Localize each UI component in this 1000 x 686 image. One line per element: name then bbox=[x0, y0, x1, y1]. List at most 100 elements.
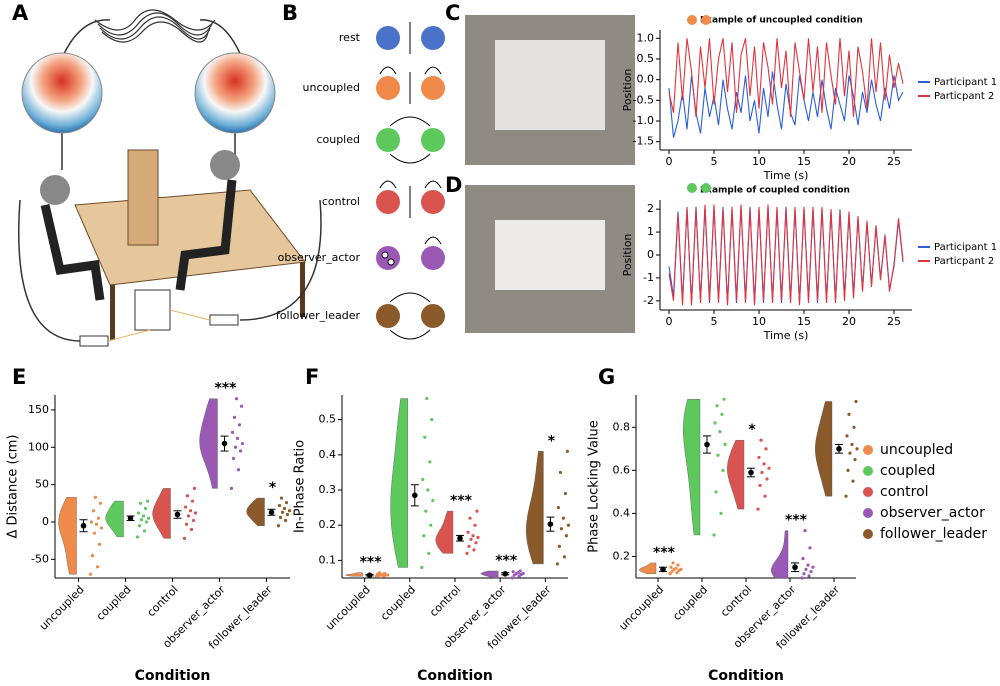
violin bbox=[345, 572, 363, 577]
point bbox=[429, 523, 433, 527]
point bbox=[764, 447, 768, 451]
point bbox=[239, 404, 244, 408]
y-tick-label: 0.6 bbox=[613, 463, 631, 476]
point bbox=[91, 509, 96, 513]
icon bbox=[701, 183, 711, 193]
point bbox=[808, 546, 812, 550]
legend-label: Particpant 2 bbox=[934, 256, 994, 267]
y-tick-label: -1.5 bbox=[633, 135, 654, 148]
mean-marker bbox=[268, 509, 275, 516]
point bbox=[98, 501, 103, 505]
mean-marker bbox=[174, 511, 181, 518]
mean-marker bbox=[502, 570, 509, 577]
point bbox=[718, 430, 722, 434]
point bbox=[282, 506, 287, 511]
point bbox=[188, 509, 193, 513]
condition-node bbox=[421, 246, 445, 270]
point bbox=[803, 529, 807, 533]
point bbox=[844, 494, 848, 498]
point bbox=[465, 551, 469, 555]
x-tick-label: uncoupled bbox=[616, 583, 666, 633]
point bbox=[765, 477, 769, 481]
point bbox=[236, 468, 241, 472]
mean-marker bbox=[836, 446, 842, 452]
x-tick-label: 25 bbox=[887, 155, 901, 168]
point bbox=[143, 506, 148, 511]
x-tick-label: coupled bbox=[670, 583, 710, 623]
significance: * bbox=[269, 480, 277, 496]
violin bbox=[727, 439, 745, 510]
condition-node bbox=[421, 190, 445, 214]
violin bbox=[815, 401, 833, 497]
point bbox=[668, 572, 672, 576]
point bbox=[97, 542, 102, 546]
point bbox=[425, 396, 429, 401]
point bbox=[93, 495, 98, 499]
point bbox=[386, 573, 390, 577]
chart-title: Example of coupled condition bbox=[700, 186, 850, 196]
legend-label: Participant 1 bbox=[934, 242, 997, 253]
violin bbox=[480, 570, 499, 579]
point bbox=[559, 527, 564, 531]
point bbox=[287, 509, 292, 513]
significance: * bbox=[548, 433, 556, 449]
point bbox=[713, 421, 717, 425]
point bbox=[427, 551, 431, 555]
point bbox=[96, 516, 101, 520]
point bbox=[146, 516, 151, 520]
point bbox=[283, 518, 288, 523]
point bbox=[759, 438, 763, 442]
y-tick-label: -0.5 bbox=[633, 93, 654, 106]
point bbox=[511, 570, 515, 574]
y-axis-label: Phase Locking Value bbox=[587, 420, 602, 553]
legend-swatch bbox=[863, 529, 873, 539]
legend-label: coupled bbox=[880, 463, 935, 479]
point bbox=[468, 516, 472, 520]
condition-node bbox=[376, 304, 400, 328]
point bbox=[184, 522, 189, 526]
arrow bbox=[389, 329, 431, 340]
mean-marker bbox=[80, 522, 87, 529]
point bbox=[276, 524, 281, 528]
x-tick-label: coupled bbox=[378, 583, 418, 623]
icon bbox=[701, 15, 711, 25]
y-tick-label: 0.4 bbox=[319, 448, 337, 461]
x-tick-label: uncoupled bbox=[37, 583, 87, 633]
point bbox=[562, 555, 567, 559]
mean-marker bbox=[457, 535, 463, 542]
point bbox=[279, 496, 284, 500]
condition-node bbox=[376, 76, 400, 100]
mean-marker bbox=[412, 492, 418, 499]
point bbox=[192, 486, 197, 490]
point bbox=[800, 576, 804, 580]
point bbox=[712, 533, 716, 537]
point bbox=[721, 468, 725, 472]
point bbox=[756, 507, 760, 511]
point bbox=[473, 523, 477, 527]
eye bbox=[381, 251, 389, 259]
arrow bbox=[389, 153, 431, 164]
point bbox=[676, 563, 680, 567]
point bbox=[284, 500, 289, 505]
point bbox=[238, 449, 243, 453]
violin bbox=[683, 399, 701, 536]
legend-label: Participant 1 bbox=[934, 77, 997, 88]
point bbox=[240, 441, 245, 446]
y-tick-label: 0.8 bbox=[613, 420, 631, 433]
point bbox=[232, 415, 237, 420]
y-axis-label: Position bbox=[621, 234, 634, 277]
violin bbox=[525, 451, 544, 565]
point bbox=[138, 501, 143, 505]
point bbox=[467, 544, 471, 548]
point bbox=[763, 494, 767, 498]
significance: *** bbox=[450, 493, 473, 509]
point bbox=[564, 534, 569, 538]
point bbox=[137, 524, 142, 528]
y-axis-label: Position bbox=[621, 69, 634, 112]
point bbox=[142, 529, 147, 533]
point bbox=[89, 520, 94, 524]
point bbox=[90, 553, 95, 558]
point bbox=[758, 483, 762, 488]
point bbox=[191, 518, 196, 523]
significance: *** bbox=[653, 545, 676, 561]
